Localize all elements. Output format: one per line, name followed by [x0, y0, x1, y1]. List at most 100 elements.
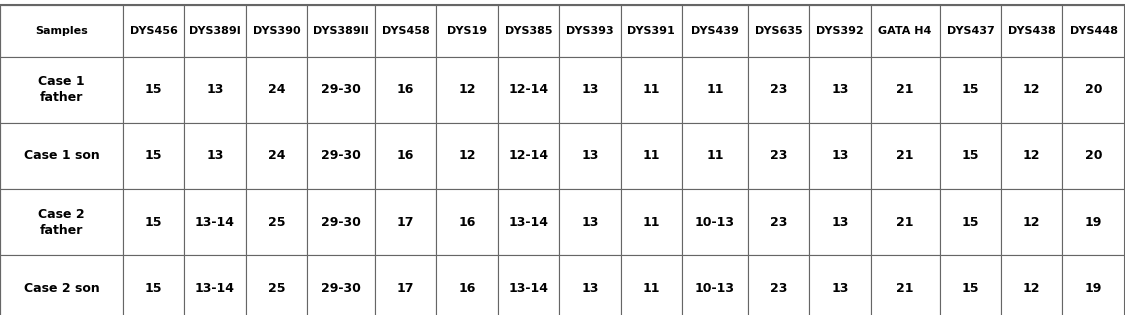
- Bar: [0, 5, 123, 57]
- Bar: [621, 189, 682, 255]
- Bar: [1062, 255, 1125, 315]
- Bar: [307, 123, 375, 189]
- Bar: [682, 123, 748, 189]
- Text: 12: 12: [1023, 83, 1041, 96]
- Text: 17: 17: [397, 215, 414, 229]
- Text: 15: 15: [145, 149, 162, 163]
- Text: DYS635: DYS635: [755, 26, 802, 36]
- Text: Case 2
father: Case 2 father: [38, 208, 84, 237]
- Bar: [1001, 57, 1062, 123]
- Text: 15: 15: [145, 282, 162, 295]
- Text: 15: 15: [145, 215, 162, 229]
- Text: 21: 21: [897, 149, 914, 163]
- Text: 29-30: 29-30: [321, 149, 361, 163]
- Bar: [497, 255, 559, 315]
- Text: 20: 20: [1084, 83, 1102, 96]
- Bar: [497, 5, 559, 57]
- Bar: [939, 255, 1001, 315]
- Bar: [375, 189, 436, 255]
- Text: 13: 13: [206, 149, 224, 163]
- Text: DYS456: DYS456: [129, 26, 178, 36]
- Bar: [809, 57, 871, 123]
- Text: 13: 13: [582, 83, 598, 96]
- Text: 21: 21: [897, 282, 914, 295]
- Bar: [748, 57, 809, 123]
- Bar: [809, 189, 871, 255]
- Bar: [307, 5, 375, 57]
- Text: DYS438: DYS438: [1008, 26, 1055, 36]
- Bar: [436, 5, 497, 57]
- Text: 15: 15: [962, 83, 979, 96]
- Bar: [809, 123, 871, 189]
- Text: 12: 12: [458, 149, 476, 163]
- Bar: [0, 123, 123, 189]
- Bar: [245, 255, 307, 315]
- Bar: [1001, 255, 1062, 315]
- Bar: [436, 255, 497, 315]
- Text: DYS19: DYS19: [447, 26, 487, 36]
- Bar: [184, 5, 245, 57]
- Bar: [621, 255, 682, 315]
- Text: 16: 16: [397, 149, 414, 163]
- Bar: [184, 189, 245, 255]
- Text: 20: 20: [1084, 149, 1102, 163]
- Bar: [809, 5, 871, 57]
- Text: 15: 15: [145, 83, 162, 96]
- Text: 13: 13: [831, 215, 848, 229]
- Text: 13: 13: [831, 149, 848, 163]
- Text: DYS390: DYS390: [252, 26, 300, 36]
- Text: DYS448: DYS448: [1070, 26, 1118, 36]
- Text: 13-14: 13-14: [195, 282, 235, 295]
- Bar: [559, 123, 621, 189]
- Text: 25: 25: [268, 282, 285, 295]
- Text: 19: 19: [1084, 282, 1102, 295]
- Bar: [436, 123, 497, 189]
- Bar: [1062, 5, 1125, 57]
- Text: 13: 13: [582, 215, 598, 229]
- Bar: [497, 123, 559, 189]
- Bar: [559, 5, 621, 57]
- Bar: [748, 123, 809, 189]
- Text: 12-14: 12-14: [508, 83, 549, 96]
- Text: 23: 23: [770, 215, 788, 229]
- Text: 13-14: 13-14: [508, 282, 549, 295]
- Text: 13: 13: [582, 282, 598, 295]
- Text: 11: 11: [642, 83, 660, 96]
- Text: DYS392: DYS392: [816, 26, 864, 36]
- Bar: [1062, 57, 1125, 123]
- Bar: [559, 189, 621, 255]
- Text: 29-30: 29-30: [321, 282, 361, 295]
- Bar: [375, 255, 436, 315]
- Bar: [1001, 123, 1062, 189]
- Bar: [809, 255, 871, 315]
- Text: 13: 13: [582, 149, 598, 163]
- Bar: [682, 255, 748, 315]
- Text: 10-13: 10-13: [695, 282, 735, 295]
- Bar: [939, 123, 1001, 189]
- Bar: [375, 5, 436, 57]
- Text: 10-13: 10-13: [695, 215, 735, 229]
- Bar: [123, 123, 184, 189]
- Text: 25: 25: [268, 215, 285, 229]
- Text: 11: 11: [642, 282, 660, 295]
- Text: 23: 23: [770, 149, 788, 163]
- Text: 12: 12: [1023, 149, 1041, 163]
- Text: 13: 13: [831, 83, 848, 96]
- Text: 13: 13: [206, 83, 224, 96]
- Bar: [123, 57, 184, 123]
- Text: 11: 11: [642, 215, 660, 229]
- Bar: [939, 5, 1001, 57]
- Bar: [871, 123, 939, 189]
- Text: 24: 24: [268, 83, 285, 96]
- Text: 15: 15: [962, 282, 979, 295]
- Bar: [0, 57, 123, 123]
- Bar: [245, 189, 307, 255]
- Text: 21: 21: [897, 83, 914, 96]
- Bar: [1062, 189, 1125, 255]
- Bar: [871, 255, 939, 315]
- Text: 12-14: 12-14: [508, 149, 549, 163]
- Bar: [184, 57, 245, 123]
- Text: 17: 17: [397, 282, 414, 295]
- Text: Samples: Samples: [35, 26, 88, 36]
- Bar: [559, 57, 621, 123]
